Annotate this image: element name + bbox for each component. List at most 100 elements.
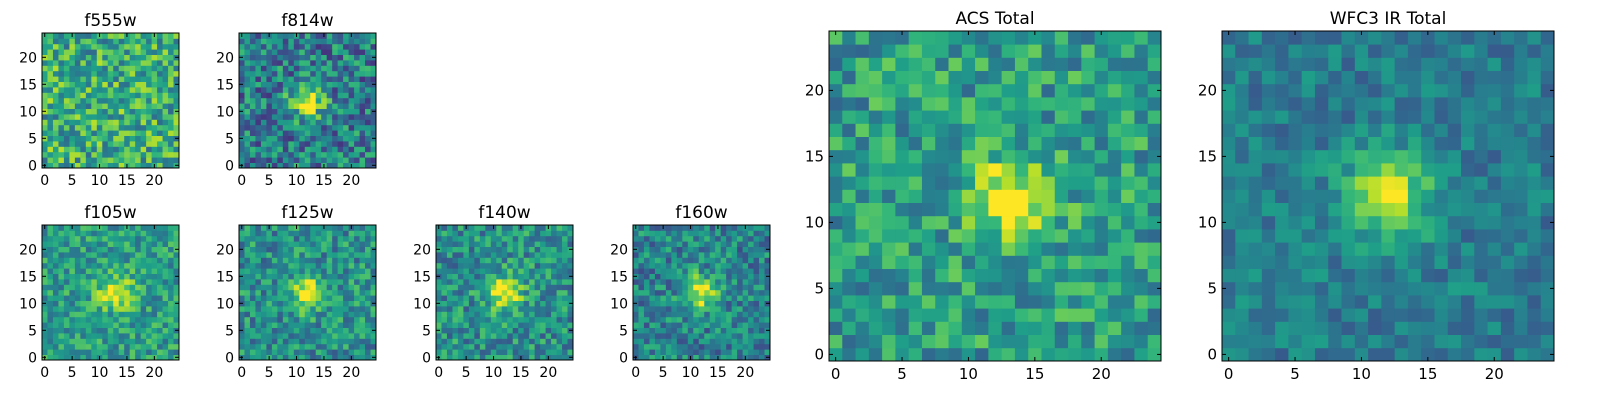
pixel-cell: [523, 289, 530, 296]
pixel-cell: [315, 157, 322, 163]
pixel-cell: [173, 146, 180, 153]
pixel-cell: [545, 235, 552, 242]
pixel-cell: [151, 343, 158, 350]
pixel-cell: [682, 284, 689, 291]
pixel-cell: [693, 284, 700, 291]
pixel-cell: [343, 119, 349, 126]
pixel-cell: [277, 81, 284, 88]
pixel-cell: [124, 338, 131, 345]
pixel-cell: [633, 322, 639, 328]
pixel-cell: [96, 124, 103, 131]
pixel-cell: [474, 327, 481, 334]
pixel-cell: [129, 284, 136, 291]
pixel-cell: [720, 316, 727, 323]
pixel-cell: [446, 241, 453, 247]
pixel-cell: [332, 119, 339, 126]
pixel-cell: [96, 119, 103, 126]
pixel-cell: [74, 157, 81, 163]
pixel-cell: [266, 343, 273, 350]
pixel-cell: [682, 230, 689, 237]
pixel-cell: [140, 92, 147, 99]
pixel-cell: [1081, 229, 1095, 243]
pixel-cell: [665, 230, 672, 237]
pixel-cell: [676, 322, 683, 328]
pixel-cell: [452, 306, 459, 312]
pixel-cell: [654, 327, 661, 334]
pixel-cell: [665, 354, 672, 361]
pixel-cell: [266, 38, 273, 45]
pixel-cell: [698, 273, 705, 280]
pixel-cell: [1222, 202, 1236, 217]
pixel-cell: [343, 146, 349, 153]
pixel-cell: [715, 262, 722, 269]
pixel-cell: [52, 135, 59, 142]
pixel-cell: [726, 257, 733, 264]
pixel-cell: [85, 343, 92, 350]
pixel-cell: [47, 300, 54, 307]
pixel-cell: [146, 311, 152, 318]
pixel-cell: [277, 38, 284, 45]
pixel-cell: [239, 333, 245, 339]
pixel-cell: [638, 343, 645, 350]
pixel-cell: [1368, 308, 1382, 322]
pixel-cell: [332, 343, 339, 350]
pixel-cell: [485, 273, 492, 280]
x-tick-label: 0: [237, 365, 246, 381]
pixel-cell: [1394, 268, 1409, 283]
pixel-cell: [1001, 255, 1016, 269]
pixel-cell: [1540, 242, 1555, 256]
pixel-cell: [271, 354, 278, 361]
pixel-cell: [365, 70, 371, 77]
pixel-cell: [282, 354, 289, 361]
pixel-cell: [168, 70, 174, 77]
pixel-cell: [337, 235, 344, 242]
pixel-cell: [343, 284, 349, 291]
pixel-cell: [682, 354, 689, 361]
pixel-cell: [1248, 215, 1263, 230]
pixel-cell: [1514, 163, 1528, 177]
pixel-cell: [365, 279, 371, 285]
pixel-cell: [277, 146, 284, 153]
pixel-cell: [146, 70, 152, 77]
pixel-cell: [337, 54, 344, 61]
pixel-cell: [1301, 215, 1316, 230]
pixel-cell: [540, 338, 546, 345]
pixel-cell: [91, 43, 98, 50]
pixel-cell: [370, 76, 377, 82]
pixel-cell: [337, 338, 344, 345]
pixel-cell: [1275, 295, 1289, 309]
pixel-cell: [935, 255, 949, 269]
pixel-cell: [1394, 242, 1409, 256]
pixel-cell: [671, 316, 678, 323]
pixel-cell: [271, 114, 278, 120]
pixel-cell: [436, 262, 442, 269]
pixel-cell: [343, 257, 349, 264]
pixel-cell: [540, 230, 546, 237]
pixel-cell: [935, 136, 949, 151]
pixel-cell: [266, 289, 273, 296]
pixel-cell: [1394, 229, 1409, 243]
pixel-cell: [102, 284, 109, 291]
pixel-cell: [654, 300, 661, 307]
pixel-cell: [282, 246, 289, 253]
pixel-cell: [1261, 215, 1276, 230]
pixel-cell: [168, 241, 174, 247]
pixel-cell: [643, 284, 650, 291]
x-tick-label: 5: [659, 365, 668, 381]
pixel-cell: [343, 225, 349, 231]
pixel-cell: [737, 279, 743, 285]
pixel-cell: [348, 108, 355, 115]
pixel-cell: [107, 33, 114, 39]
pixel-cell: [556, 268, 563, 274]
pixel-cell: [485, 300, 492, 307]
pixel-cell: [764, 311, 771, 318]
pixel-cell: [321, 141, 328, 147]
pixel-cell: [868, 123, 883, 137]
pixel-cell: [157, 103, 163, 109]
pixel-cell: [457, 322, 464, 328]
pixel-cell: [529, 257, 536, 264]
pixel-cell: [1328, 321, 1342, 335]
pixel-cell: [359, 54, 366, 61]
pixel-cell: [277, 333, 284, 339]
pixel-cell: [102, 130, 109, 136]
